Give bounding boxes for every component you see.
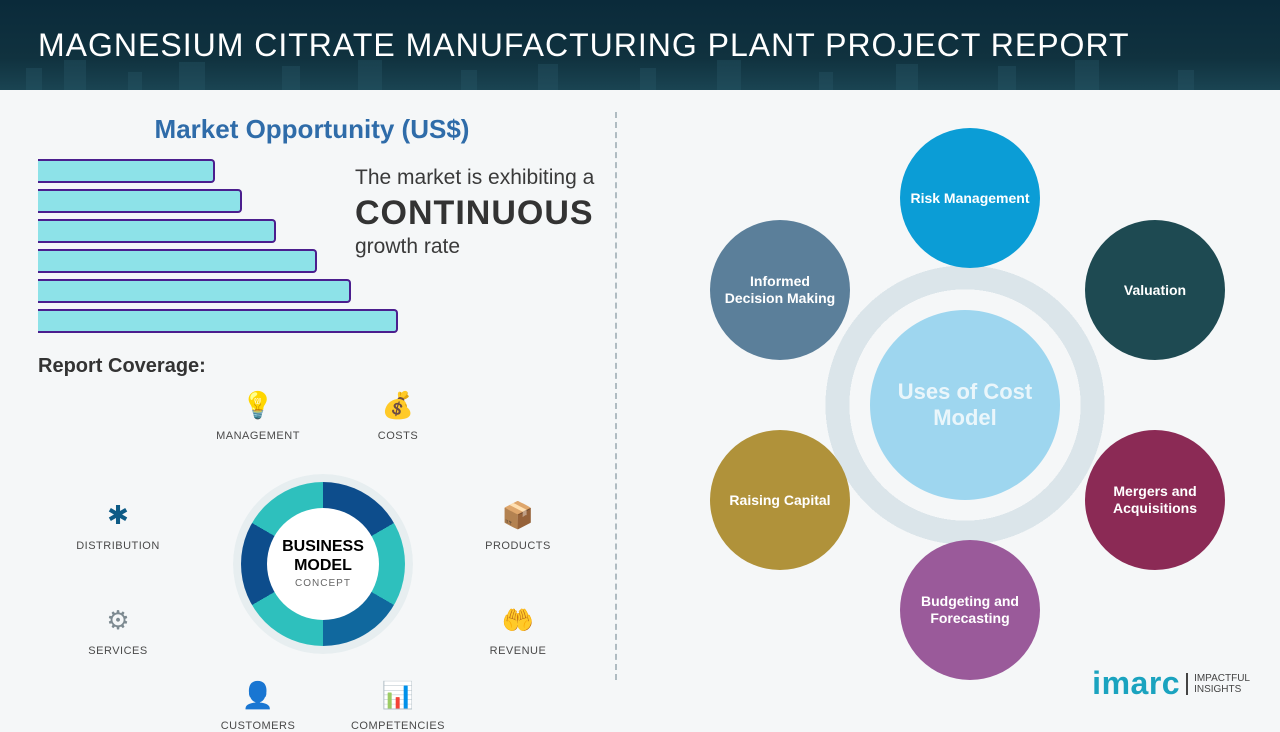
- brand-name: imarc: [1092, 665, 1180, 702]
- bm-item-icon: 📦: [497, 494, 539, 536]
- bm-item-icon: 💰: [377, 384, 419, 426]
- bar: [38, 159, 215, 183]
- cost-model-node: Valuation: [1085, 220, 1225, 360]
- bm-item-icon: 🤲: [497, 599, 539, 641]
- bm-item-label: REVENUE: [458, 645, 578, 657]
- bm-item-label: COMPETENCIES: [338, 720, 458, 732]
- right-panel: Uses of Cost Model Risk Management Valuat…: [620, 90, 1280, 720]
- cost-model-diagram: Uses of Cost Model Risk Management Valuat…: [620, 110, 1280, 690]
- cost-model-node-label: Raising Capital: [729, 492, 830, 509]
- bar-row: [38, 309, 378, 333]
- cost-model-node-label: Risk Management: [910, 190, 1029, 207]
- coverage-label: Report Coverage:: [38, 355, 586, 378]
- bm-item: ✱ DISTRIBUTION: [58, 494, 178, 552]
- bm-item-label: COSTS: [338, 430, 458, 442]
- left-panel: Market Opportunity (US$) The market is e…: [0, 90, 610, 720]
- cost-model-node-label: Informed Decision Making: [720, 273, 840, 307]
- market-opportunity-title: Market Opportunity (US$): [38, 114, 586, 145]
- bar-row: [38, 159, 378, 183]
- brand-tag-top: IMPACTFUL: [1194, 673, 1250, 684]
- bm-item: 💡 MANAGEMENT: [198, 384, 318, 442]
- cost-model-node: Informed Decision Making: [710, 220, 850, 360]
- cost-model-node: Raising Capital: [710, 430, 850, 570]
- cost-model-node-label: Mergers and Acquisitions: [1095, 483, 1215, 517]
- bar: [38, 219, 276, 243]
- cost-model-center-label: Uses of Cost Model: [870, 379, 1060, 431]
- bm-item-icon: ⚙: [97, 599, 139, 641]
- bm-item: 🤲 REVENUE: [458, 599, 578, 657]
- bar: [38, 309, 398, 333]
- skyline-decor: [0, 58, 1280, 90]
- cost-model-center: Uses of Cost Model: [870, 310, 1060, 500]
- bm-center-sub: CONCEPT: [295, 578, 351, 589]
- bm-item: 💰 COSTS: [338, 384, 458, 442]
- bm-center-top: BUSINESS: [282, 538, 364, 556]
- growth-line3: growth rate: [355, 235, 615, 259]
- bm-item-label: CUSTOMERS: [198, 720, 318, 732]
- bar: [38, 279, 351, 303]
- bar-row: [38, 279, 378, 303]
- bm-item-icon: 📊: [377, 674, 419, 716]
- market-bar-chart: [38, 159, 378, 333]
- bar-row: [38, 189, 378, 213]
- business-model-diagram: BUSINESS MODEL CONCEPT 💡 MANAGEMENT 💰 COSTS…: [38, 384, 578, 714]
- bm-item-label: PRODUCTS: [458, 540, 578, 552]
- bm-item: 👤 CUSTOMERS: [198, 674, 318, 732]
- brand-tag-bottom: INSIGHTS: [1194, 684, 1241, 695]
- bm-center-mid: MODEL: [282, 557, 364, 575]
- cost-model-node: Risk Management: [900, 128, 1040, 268]
- bar-row: [38, 249, 378, 273]
- cost-model-node: Mergers and Acquisitions: [1085, 430, 1225, 570]
- bm-item-label: MANAGEMENT: [198, 430, 318, 442]
- growth-emphasis: CONTINUOUS: [355, 194, 615, 233]
- market-growth-text: The market is exhibiting a CONTINUOUS gr…: [355, 166, 615, 259]
- bm-item-label: SERVICES: [58, 645, 178, 657]
- cost-model-node-label: Budgeting and Forecasting: [910, 593, 1030, 627]
- growth-line1: The market is exhibiting a: [355, 166, 615, 190]
- bm-item-icon: 💡: [237, 384, 279, 426]
- bar-row: [38, 219, 378, 243]
- bm-item-icon: ✱: [97, 494, 139, 536]
- bm-item: 📦 PRODUCTS: [458, 494, 578, 552]
- bm-item-label: DISTRIBUTION: [58, 540, 178, 552]
- bm-item-icon: 👤: [237, 674, 279, 716]
- brand-logo: imarc IMPACTFUL INSIGHTS: [1092, 665, 1250, 702]
- bar: [38, 249, 317, 273]
- cost-model-node-label: Valuation: [1124, 282, 1186, 299]
- bm-item: 📊 COMPETENCIES: [338, 674, 458, 732]
- business-model-ring: BUSINESS MODEL CONCEPT: [233, 474, 413, 654]
- bm-item: ⚙ SERVICES: [58, 599, 178, 657]
- cost-model-node: Budgeting and Forecasting: [900, 540, 1040, 680]
- bar: [38, 189, 242, 213]
- vertical-divider: [615, 112, 617, 680]
- brand-tagline: IMPACTFUL INSIGHTS: [1186, 673, 1250, 695]
- header-banner: MAGNESIUM CITRATE MANUFACTURING PLANT PR…: [0, 0, 1280, 90]
